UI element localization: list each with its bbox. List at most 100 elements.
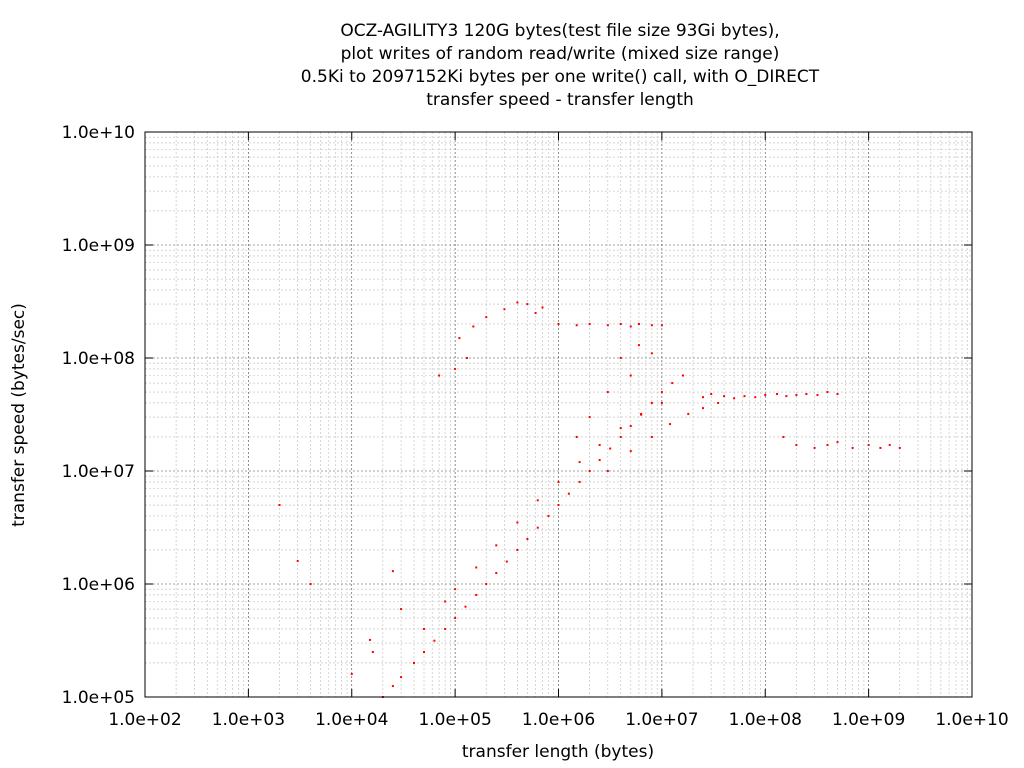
data-point [412, 661, 415, 664]
data-point [458, 337, 461, 340]
data-point [391, 570, 394, 573]
data-point [826, 391, 829, 394]
data-point [400, 608, 403, 611]
data-point [637, 344, 640, 347]
data-point [534, 312, 537, 315]
data-point [836, 393, 839, 396]
data-point [743, 395, 746, 398]
y-tick-label: 1.0e+06 [62, 575, 135, 595]
data-point [495, 572, 498, 575]
data-point [464, 605, 467, 608]
y-tick-label: 1.0e+07 [62, 462, 135, 482]
data-point [816, 394, 819, 397]
data-point [472, 325, 475, 328]
data-point [465, 357, 468, 359]
y-tick-label: 1.0e+09 [62, 236, 135, 256]
data-point [309, 583, 312, 585]
data-point [575, 435, 578, 438]
data-point [805, 393, 808, 396]
data-point [526, 303, 529, 306]
data-point [606, 391, 609, 394]
data-point [898, 446, 901, 449]
data-point [578, 480, 581, 483]
data-point [485, 583, 488, 585]
data-point [588, 416, 591, 419]
data-point [423, 651, 426, 654]
data-point [503, 308, 506, 311]
x-tick-label: 1.0e+07 [625, 710, 698, 730]
data-point [433, 639, 436, 642]
data-point [495, 544, 498, 547]
data-point [660, 401, 663, 404]
data-point [629, 374, 632, 377]
data-point [619, 322, 622, 325]
data-point [640, 412, 643, 415]
data-point [575, 324, 578, 327]
data-point [278, 504, 281, 507]
data-point [660, 391, 663, 394]
x-tick-label: 1.0e+05 [418, 710, 491, 730]
data-point [588, 322, 591, 325]
data-point [350, 672, 353, 675]
data-point [454, 617, 457, 620]
data-point [606, 324, 609, 327]
y-axis-label: transfer speed (bytes/sec) [9, 303, 29, 527]
data-point [588, 470, 591, 472]
chart-title-line-4: transfer speed - transfer length [426, 90, 694, 110]
x-tick-label: 1.0e+02 [108, 710, 181, 730]
data-point [795, 394, 798, 397]
x-tick-label: 1.0e+04 [315, 710, 388, 730]
plot-grid [144, 132, 972, 698]
data-point [475, 566, 478, 569]
data-point [485, 316, 488, 319]
chart-title-line-3: 0.5Ki to 2097152Ki bytes per one write()… [301, 67, 820, 87]
data-point [687, 412, 690, 415]
data-point [754, 396, 757, 399]
data-point [879, 446, 882, 449]
data-point [475, 593, 478, 596]
data-point [454, 367, 457, 370]
data-point [391, 685, 394, 688]
data-point [438, 374, 441, 377]
data-point [598, 443, 601, 446]
chart-title: OCZ-AGILITY3 120G bytes(test file size 9… [301, 21, 820, 110]
data-point [296, 559, 299, 562]
data-point [733, 397, 736, 400]
data-point [836, 441, 839, 444]
y-tick-label: 1.0e+05 [62, 688, 135, 708]
data-point [851, 446, 854, 449]
data-point [764, 394, 767, 397]
data-point [671, 382, 674, 385]
data-point [536, 526, 539, 529]
data-point [516, 521, 519, 524]
data-point [650, 352, 653, 355]
data-point [795, 443, 798, 446]
data-point [782, 435, 785, 438]
data-point [710, 393, 713, 396]
data-point [867, 443, 870, 446]
data-point [650, 401, 653, 404]
data-point [444, 627, 447, 630]
data-point [598, 459, 601, 462]
data-point [888, 443, 891, 446]
data-point [547, 514, 550, 517]
data-point [813, 446, 816, 449]
data-point [444, 600, 447, 603]
data-point [826, 443, 829, 446]
chart-title-line-1: OCZ-AGILITY3 120G bytes(test file size 9… [340, 21, 779, 41]
data-point [723, 395, 726, 398]
data-point [629, 425, 632, 428]
y-tick-label: 1.0e+08 [62, 349, 135, 369]
data-point [526, 538, 529, 541]
data-point [785, 395, 788, 398]
x-axis-label: transfer length (bytes) [462, 742, 654, 762]
x-tick-label: 1.0e+03 [212, 710, 285, 730]
data-point [629, 450, 632, 453]
data-point [454, 588, 457, 591]
data-point [650, 324, 653, 327]
data-point [619, 435, 622, 438]
data-point [660, 324, 663, 327]
data-point [776, 393, 779, 396]
data-point [505, 560, 508, 563]
data-point [516, 301, 519, 304]
